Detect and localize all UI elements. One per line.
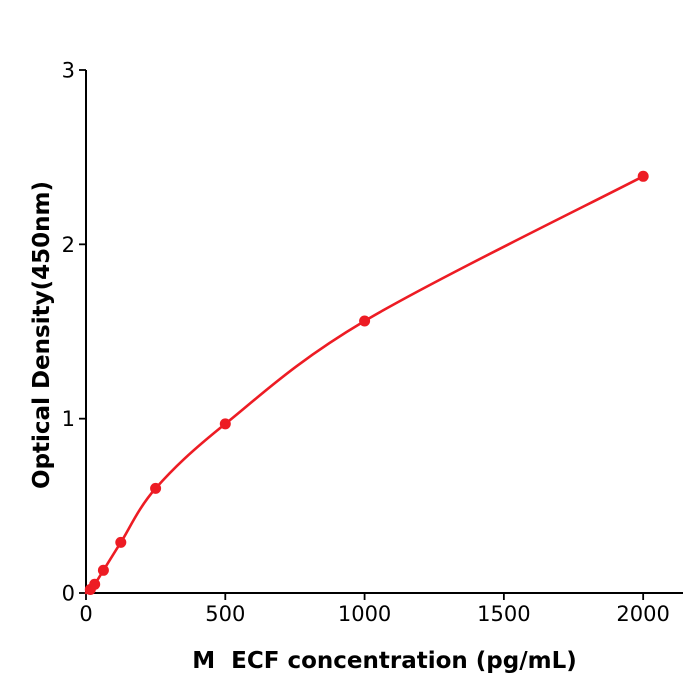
fit-curve [84, 175, 645, 595]
y-tick-label: 0 [62, 582, 75, 606]
y-tick-label: 1 [62, 407, 75, 431]
data-point [359, 315, 371, 327]
y-axis-title: Optical Density(450nm) [29, 181, 55, 489]
x-tick-label: 0 [79, 602, 92, 626]
y-tick-label: 3 [62, 59, 75, 83]
y-tick-label: 2 [62, 233, 75, 257]
data-point [219, 418, 231, 430]
data-point [115, 536, 127, 548]
x-tick-label: 1000 [338, 602, 391, 626]
data-point [97, 564, 109, 576]
data-point [637, 170, 649, 182]
data-point [89, 578, 101, 590]
data-point [150, 482, 162, 494]
x-axis-title: M ECF concentration (pg/mL) [192, 648, 577, 674]
x-tick-label: 500 [205, 602, 245, 626]
x-tick-label: 2000 [616, 602, 669, 626]
x-tick-label: 1500 [477, 602, 530, 626]
